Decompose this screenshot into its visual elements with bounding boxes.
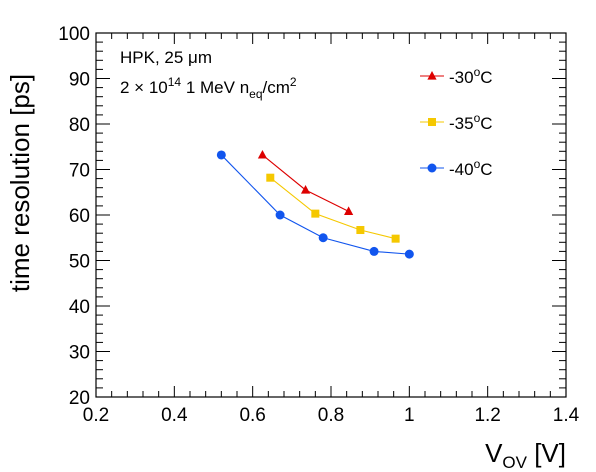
data-point — [356, 226, 365, 235]
y-tick-label: 20 — [69, 388, 90, 409]
series-layer — [216, 149, 414, 259]
x-tick-label: 0.4 — [161, 405, 188, 426]
x-tick-label: 0.8 — [318, 405, 344, 426]
x-tick-label: 1.4 — [553, 405, 580, 426]
data-point — [311, 209, 320, 218]
data-point — [391, 234, 400, 243]
legend-label: -35oC — [449, 111, 493, 133]
legend-marker — [428, 118, 436, 126]
x-tick-label: 0.6 — [239, 405, 265, 426]
data-point — [216, 150, 226, 160]
series-1 — [266, 173, 400, 243]
y-axis-label: time resolution [ps] — [5, 74, 35, 292]
legend-item: -35oC — [420, 111, 493, 133]
series-0 — [257, 149, 354, 215]
annotation-detector: HPK, 25 μm — [120, 48, 212, 67]
y-tick-label: 100 — [58, 24, 90, 45]
data-point — [275, 210, 285, 220]
legend-item: -40oC — [420, 157, 493, 179]
series-line — [220, 154, 410, 255]
series-2 — [216, 150, 414, 259]
y-tick-label: 40 — [69, 297, 90, 318]
axis-ticks — [95, 32, 567, 398]
x-axis-label: VOV [V] — [485, 438, 566, 472]
legend-label: -30oC — [449, 65, 493, 87]
data-point — [257, 149, 268, 159]
annotation-fluence: 2 × 1014 1 MeV neq/cm2 — [120, 75, 297, 101]
legend: -30oC -35oC -40oC — [420, 65, 493, 179]
legend-item: -30oC — [420, 65, 493, 87]
data-point — [404, 249, 414, 259]
legend-marker — [427, 71, 437, 80]
legend-label: -40oC — [449, 157, 493, 179]
y-tick-label: 30 — [69, 343, 90, 364]
legend-marker — [427, 163, 437, 173]
data-point — [369, 246, 379, 256]
x-tick-label: 0.2 — [83, 405, 109, 426]
x-tick-label: 1 — [404, 405, 415, 426]
y-tick-label: 50 — [69, 252, 90, 273]
y-tick-label: 80 — [69, 115, 90, 136]
x-tick-label: 1.2 — [474, 405, 500, 426]
data-point — [318, 233, 328, 243]
y-tick-label: 60 — [69, 206, 90, 227]
y-tick-label: 90 — [69, 70, 90, 91]
y-tick-label: 70 — [69, 161, 90, 182]
data-point — [300, 184, 311, 194]
data-point — [266, 173, 275, 182]
tick-labels: 0.2 0.4 0.6 0.8 1 1.2 1.4 20 30 40 50 60 70 80 90 100 — [58, 24, 579, 426]
series-line — [262, 154, 349, 212]
data-point — [344, 206, 354, 215]
series-line — [269, 177, 396, 240]
